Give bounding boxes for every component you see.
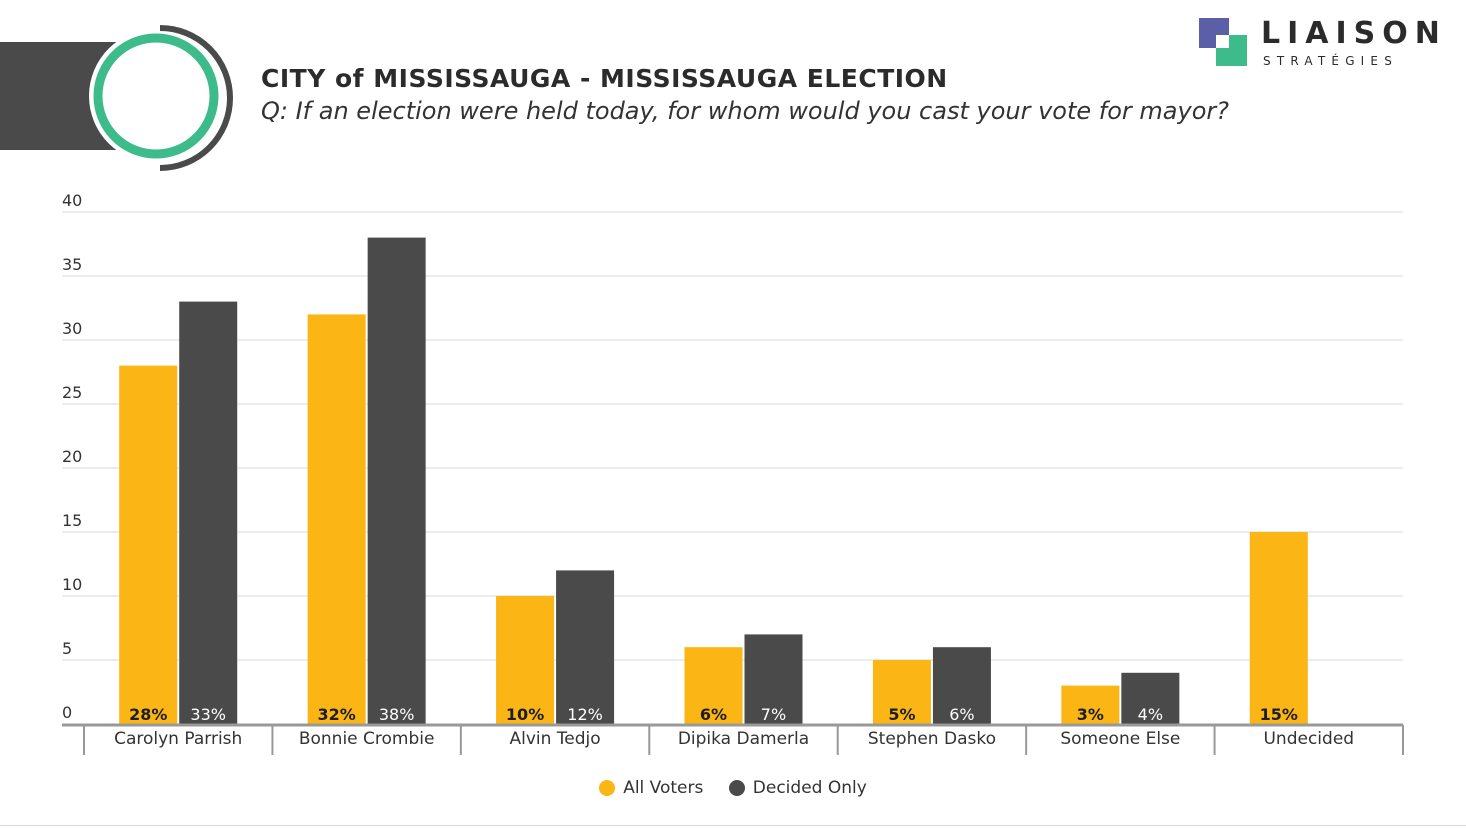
x-tick-label: Bonnie Crombie (299, 729, 435, 749)
data-label: 6% (700, 705, 727, 724)
ring-emblem-icon (89, 25, 233, 171)
bar-decided-only (556, 570, 615, 724)
chart-legend: All Voters Decided Only (0, 778, 1466, 798)
bar-decided-only (367, 237, 426, 724)
legend-item-decided-only: Decided Only (728, 778, 867, 798)
bar-all-voters (684, 647, 743, 724)
legend-item-all-voters: All Voters (599, 778, 703, 798)
x-tick-label: Stephen Dasko (868, 729, 996, 749)
data-label: 28% (129, 705, 167, 724)
data-label: 10% (506, 705, 544, 724)
bar-all-voters (872, 660, 931, 724)
liaison-logo: LIAISON STRATÉGIES (1199, 16, 1449, 70)
y-tick-label: 40 (62, 191, 82, 210)
y-tick-label: 15 (62, 511, 82, 530)
y-tick-label: 20 (62, 447, 82, 466)
data-label: 12% (567, 705, 603, 724)
data-label: 4% (1138, 705, 1163, 724)
x-tick-label: Someone Else (1060, 729, 1180, 749)
y-tick-label: 0 (62, 703, 72, 722)
data-label: 38% (379, 705, 415, 724)
y-tick-label: 30 (62, 319, 82, 338)
legend-swatch-decided-only (728, 780, 745, 796)
data-label: 6% (949, 705, 974, 724)
logo-wordmark: LIAISON (1261, 16, 1447, 51)
bar-all-voters (307, 314, 366, 724)
y-tick-label: 5 (62, 639, 72, 658)
data-label: 7% (761, 705, 786, 724)
x-tick-label: Undecided (1263, 729, 1354, 749)
x-tick-label: Alvin Tedjo (509, 729, 600, 749)
page-title: CITY of MISSISSAUGA - MISSISSAUGA ELECTI… (261, 64, 948, 93)
y-tick-label: 10 (62, 575, 82, 594)
bar-decided-only (744, 634, 803, 724)
data-label: 15% (1260, 705, 1298, 724)
x-tick-label: Dipika Damerla (678, 729, 809, 749)
y-tick-label: 25 (62, 383, 82, 402)
data-label: 3% (1077, 705, 1104, 724)
footer-rule (0, 825, 1466, 826)
page-subtitle: Q: If an election were held today, for w… (261, 97, 1229, 125)
legend-label-decided-only: Decided Only (752, 778, 867, 798)
legend-swatch-all-voters (599, 780, 616, 796)
bar-all-voters (496, 596, 555, 724)
logo-tagline: STRATÉGIES (1263, 54, 1399, 68)
x-tick-label: Carolyn Parrish (114, 729, 242, 749)
logo-squares-icon (1199, 18, 1247, 66)
bar-all-voters (119, 365, 178, 724)
y-tick-label: 35 (62, 255, 82, 274)
bar-decided-only (179, 301, 238, 724)
bar-all-voters (1061, 685, 1120, 724)
bar-chart: 0 5 10 15 20 25 30 35 40 28% 33% 32% 38% 10% 12% 6% 7% 5%… (62, 191, 1404, 755)
bar-decided-only (1121, 672, 1180, 724)
data-label: 32% (317, 705, 355, 724)
data-label: 33% (190, 705, 226, 724)
bar-decided-only (932, 647, 991, 724)
bar-all-voters (1249, 532, 1308, 724)
data-label: 5% (888, 705, 915, 724)
legend-label-all-voters: All Voters (623, 778, 704, 798)
